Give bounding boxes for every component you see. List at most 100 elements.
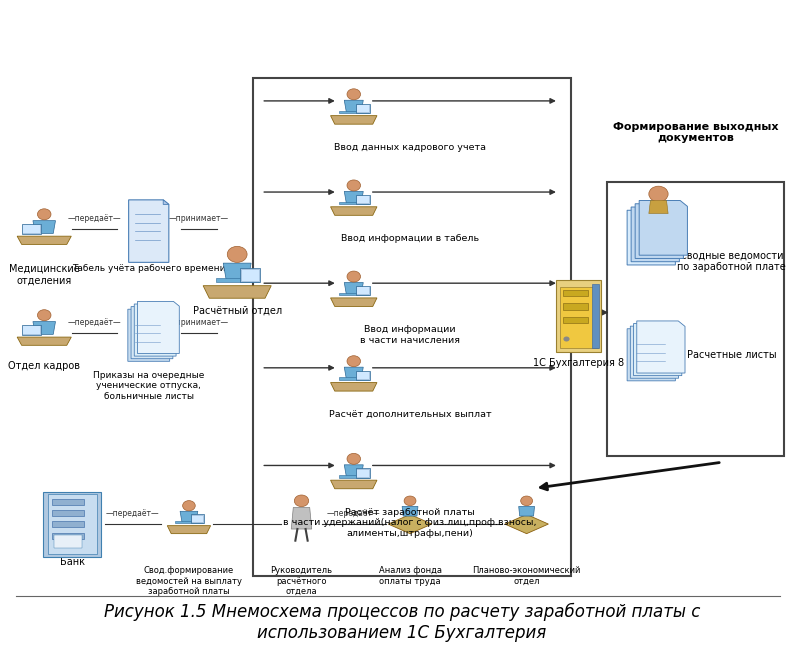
Bar <box>192 516 202 523</box>
Text: Расчетные листы: Расчетные листы <box>686 350 776 360</box>
Bar <box>562 290 587 296</box>
Polygon shape <box>203 286 271 298</box>
Bar <box>253 78 570 576</box>
Polygon shape <box>339 293 368 296</box>
Polygon shape <box>339 475 368 478</box>
Circle shape <box>182 501 195 511</box>
Text: —передаёт—: —передаёт— <box>67 214 121 223</box>
Polygon shape <box>630 207 679 262</box>
Text: Табель учёта рабочего времени: Табель учёта рабочего времени <box>72 264 225 273</box>
Polygon shape <box>33 322 55 335</box>
Text: Рисунок 1.5 Мнемосхема процессов по расчету заработной платы с: Рисунок 1.5 Мнемосхема процессов по расч… <box>104 603 699 621</box>
Polygon shape <box>339 378 368 380</box>
Polygon shape <box>330 116 377 124</box>
Circle shape <box>294 495 308 506</box>
Polygon shape <box>648 201 667 214</box>
Polygon shape <box>344 283 363 294</box>
Text: Расчётный отдел: Расчётный отдел <box>193 306 281 316</box>
Polygon shape <box>22 326 41 335</box>
Bar <box>559 287 597 348</box>
Text: Ввод информации в табель: Ввод информации в табель <box>340 234 479 243</box>
Polygon shape <box>339 111 368 113</box>
Text: Ввод информации
в части начисления: Ввод информации в части начисления <box>360 326 459 345</box>
Circle shape <box>648 186 667 202</box>
Bar <box>356 104 369 113</box>
Polygon shape <box>636 321 684 373</box>
Polygon shape <box>128 200 169 262</box>
Polygon shape <box>330 383 377 391</box>
Circle shape <box>347 271 360 282</box>
Polygon shape <box>163 200 169 204</box>
Bar <box>54 535 83 548</box>
Polygon shape <box>633 324 681 376</box>
Bar <box>357 469 368 477</box>
Polygon shape <box>175 521 202 523</box>
Polygon shape <box>388 514 431 534</box>
Bar <box>356 195 369 204</box>
Text: Приказы на очередные
ученические отпуска,
больничные листы: Приказы на очередные ученические отпуска… <box>93 371 204 401</box>
Circle shape <box>227 246 247 262</box>
Bar <box>562 303 587 310</box>
Bar <box>52 510 84 516</box>
Bar <box>357 196 368 203</box>
Polygon shape <box>330 207 377 215</box>
Text: Ввод данных кадрового учета: Ввод данных кадрового учета <box>333 143 486 152</box>
Polygon shape <box>17 337 71 345</box>
Polygon shape <box>344 191 363 203</box>
Polygon shape <box>344 367 363 379</box>
Polygon shape <box>131 307 173 359</box>
Circle shape <box>347 180 360 191</box>
Bar <box>356 468 369 478</box>
Polygon shape <box>180 511 198 523</box>
Polygon shape <box>626 329 675 381</box>
Polygon shape <box>330 480 377 489</box>
Polygon shape <box>518 506 534 516</box>
Text: Анализ фонда
оплаты труда: Анализ фонда оплаты труда <box>378 566 441 586</box>
Polygon shape <box>344 465 363 477</box>
Bar <box>52 533 84 539</box>
Polygon shape <box>291 508 312 529</box>
Bar <box>356 370 369 380</box>
Polygon shape <box>504 514 548 534</box>
Text: Планово-экономический
отдел: Планово-экономический отдел <box>472 566 580 586</box>
Polygon shape <box>339 202 368 204</box>
Text: Медицинские
отделения: Медицинские отделения <box>9 264 79 285</box>
Bar <box>240 268 260 282</box>
Bar <box>562 317 587 324</box>
Text: —принимает—: —принимает— <box>169 214 229 223</box>
Text: —передаёт—: —передаёт— <box>327 508 380 518</box>
Bar <box>357 287 368 294</box>
Text: Сводные ведомости
по заработной плате: Сводные ведомости по заработной плате <box>676 251 785 272</box>
Circle shape <box>404 496 415 506</box>
Text: 1С Бухгалтерия 8: 1С Бухгалтерия 8 <box>532 358 624 368</box>
Text: Свод.формирование
ведомостей на выплату
заработной платы: Свод.формирование ведомостей на выплату … <box>136 566 242 596</box>
Text: Расчёт дополнительных выплат: Расчёт дополнительных выплат <box>328 410 491 419</box>
Text: Руководитель
расчётного
отдела: Руководитель расчётного отдела <box>270 566 332 596</box>
Bar <box>22 225 39 234</box>
Polygon shape <box>22 225 41 234</box>
Polygon shape <box>630 326 678 378</box>
Bar <box>190 514 203 523</box>
Bar <box>357 372 368 379</box>
Circle shape <box>520 496 532 506</box>
Bar <box>47 494 97 554</box>
Polygon shape <box>128 309 169 361</box>
Bar <box>606 182 783 456</box>
Polygon shape <box>402 506 418 516</box>
Circle shape <box>347 453 360 464</box>
Text: Расчёт заработной платы
в части удержаний(налог с физ.лиц,проф.взносы,
алименты,: Расчёт заработной платы в части удержани… <box>283 508 536 538</box>
Circle shape <box>38 310 51 321</box>
Text: —передаёт—: —передаёт— <box>106 508 159 518</box>
Bar <box>52 499 84 505</box>
Bar <box>242 270 259 281</box>
Bar <box>592 284 598 348</box>
Polygon shape <box>137 301 179 353</box>
Polygon shape <box>215 278 259 282</box>
Polygon shape <box>626 210 675 265</box>
Text: —принимает—: —принимает— <box>169 318 229 327</box>
Bar <box>22 326 39 335</box>
Polygon shape <box>223 263 251 281</box>
Bar <box>357 105 368 112</box>
Text: Формирование выходных
документов: Формирование выходных документов <box>612 122 777 143</box>
Polygon shape <box>167 525 210 534</box>
